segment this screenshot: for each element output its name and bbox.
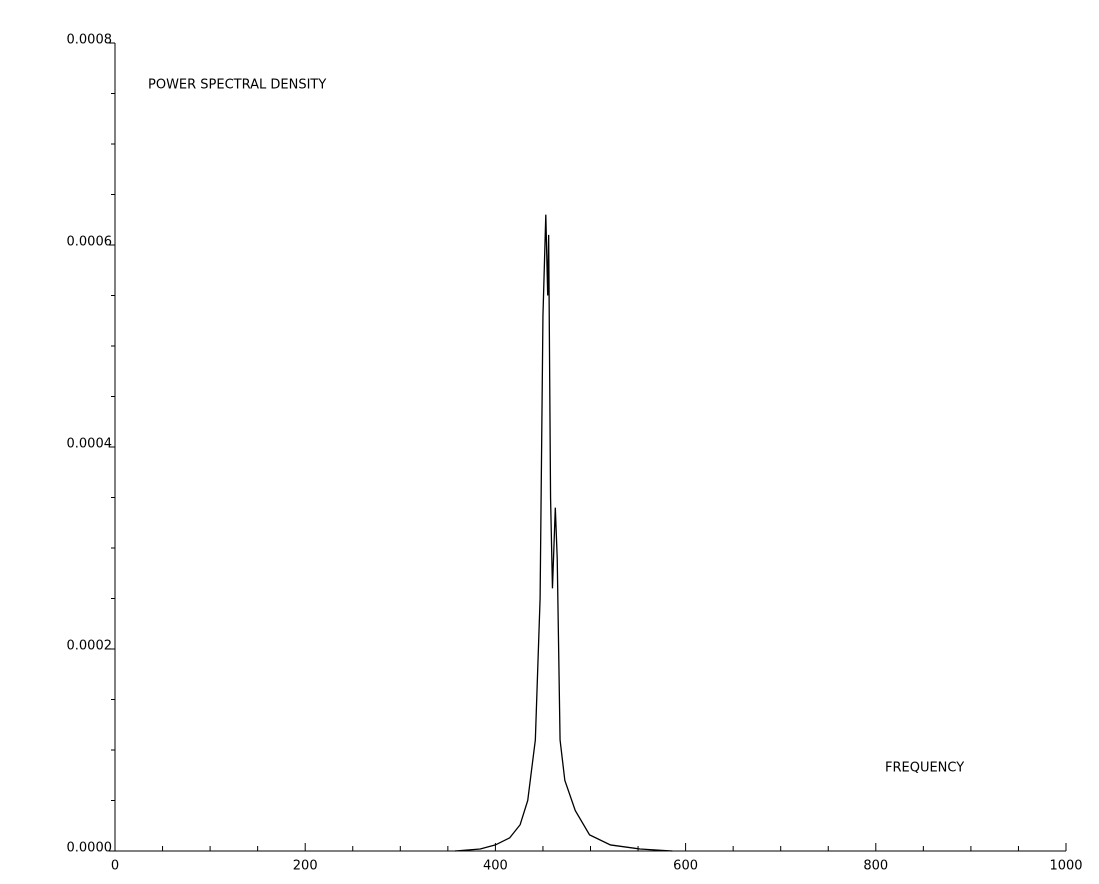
- line: [454, 214, 673, 852]
- y-tick-label: 0.0004: [67, 437, 113, 452]
- y-tick-label: 0.0000: [67, 841, 113, 856]
- y-tick-label: 0.0008: [67, 33, 113, 48]
- x-tick-label: 1000: [1049, 859, 1082, 874]
- x-tick-label: 0: [111, 859, 119, 874]
- y-tick-label: 0.0002: [67, 639, 113, 654]
- y-tick-label: 0.0006: [67, 235, 113, 250]
- x-tick-label: 600: [673, 859, 698, 874]
- annotation: POWER SPECTRAL DENSITY: [148, 78, 326, 93]
- x-tick-label: 400: [483, 859, 508, 874]
- x-tick-label: 800: [863, 859, 888, 874]
- x-tick-label: 200: [293, 859, 318, 874]
- annotation: FREQUENCY: [885, 761, 964, 776]
